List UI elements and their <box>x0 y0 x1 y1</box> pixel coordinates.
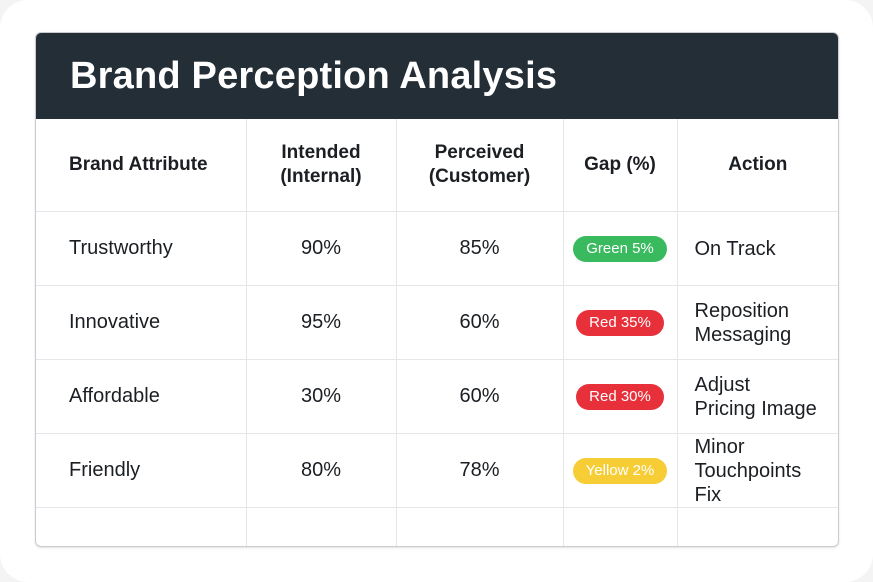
column-header-intended-line2: (Internal) <box>280 166 362 187</box>
action-text: Minor <box>694 435 745 458</box>
column-header-intended-line1: Intended <box>281 142 361 163</box>
action-text: On Track <box>694 237 776 260</box>
action-text: Adjust <box>694 373 751 396</box>
action-text: Messaging <box>694 323 792 346</box>
column-header-intended: Intended (Internal) <box>246 119 397 212</box>
gap-cell: Yellow 2% <box>563 433 678 508</box>
column-header-perceived-line1: Perceived <box>434 142 525 163</box>
intended-cell: 30% <box>246 359 397 434</box>
empty-cell <box>563 507 678 546</box>
action-text: Pricing Image <box>694 397 817 420</box>
action-text: Touchpoints <box>694 459 802 482</box>
card-header: Brand Perception Analysis <box>36 33 838 119</box>
intended-cell: 95% <box>246 285 397 360</box>
action-cell: Adjust Pricing Image <box>677 359 838 434</box>
gap-cell: Green 5% <box>563 211 678 286</box>
empty-cell <box>677 508 838 547</box>
gap-status-badge: Red 35% <box>576 309 664 336</box>
gap-status-badge: Red 30% <box>576 383 664 410</box>
intended-cell: 90% <box>246 211 397 286</box>
table-row: Friendly 80% 78% Yellow 2% Minor Touchpo… <box>36 433 838 508</box>
brand-perception-card: Brand Perception Analysis Brand Attribut… <box>35 32 839 547</box>
gap-cell: Red 35% <box>563 285 678 360</box>
action-cell: Reposition Messaging <box>677 285 838 360</box>
attribute-cell: Affordable <box>36 359 247 434</box>
perceived-cell: 60% <box>396 285 564 360</box>
perceived-cell: 78% <box>396 433 564 508</box>
empty-cell <box>246 507 397 546</box>
action-text: Fix <box>694 483 722 506</box>
column-header-action: Action <box>677 119 838 212</box>
attribute-cell: Trustworthy <box>36 211 247 286</box>
empty-cell <box>36 507 247 546</box>
empty-cell <box>396 507 564 546</box>
gap-status-badge: Yellow 2% <box>572 457 668 484</box>
column-header-perceived-line2: (Customer) <box>428 166 531 187</box>
gap-cell: Red 30% <box>563 359 678 434</box>
intended-cell: 80% <box>246 433 397 508</box>
table-header-row: Brand Attribute Intended (Internal) Perc… <box>36 119 838 212</box>
page-title: Brand Perception Analysis <box>70 55 558 97</box>
brand-perception-table: Brand Attribute Intended (Internal) Perc… <box>36 119 838 546</box>
perceived-cell: 85% <box>396 211 564 286</box>
table-row: Innovative 95% 60% Red 35% Reposition Me… <box>36 285 838 360</box>
attribute-cell: Friendly <box>36 433 247 508</box>
gap-status-badge: Green 5% <box>573 235 667 262</box>
table-row-empty <box>36 507 838 547</box>
perceived-cell: 60% <box>396 359 564 434</box>
attribute-cell: Innovative <box>36 285 247 360</box>
action-cell: Minor Touchpoints Fix <box>677 433 838 508</box>
column-header-attribute: Brand Attribute <box>36 119 247 212</box>
table-row: Affordable 30% 60% Red 30% Adjust Pricin… <box>36 359 838 434</box>
action-text: Reposition <box>694 299 790 322</box>
action-cell: On Track <box>677 211 838 286</box>
column-header-gap: Gap (%) <box>563 119 678 212</box>
column-header-perceived: Perceived (Customer) <box>396 119 564 212</box>
table-row: Trustworthy 90% 85% Green 5% On Track <box>36 211 838 286</box>
